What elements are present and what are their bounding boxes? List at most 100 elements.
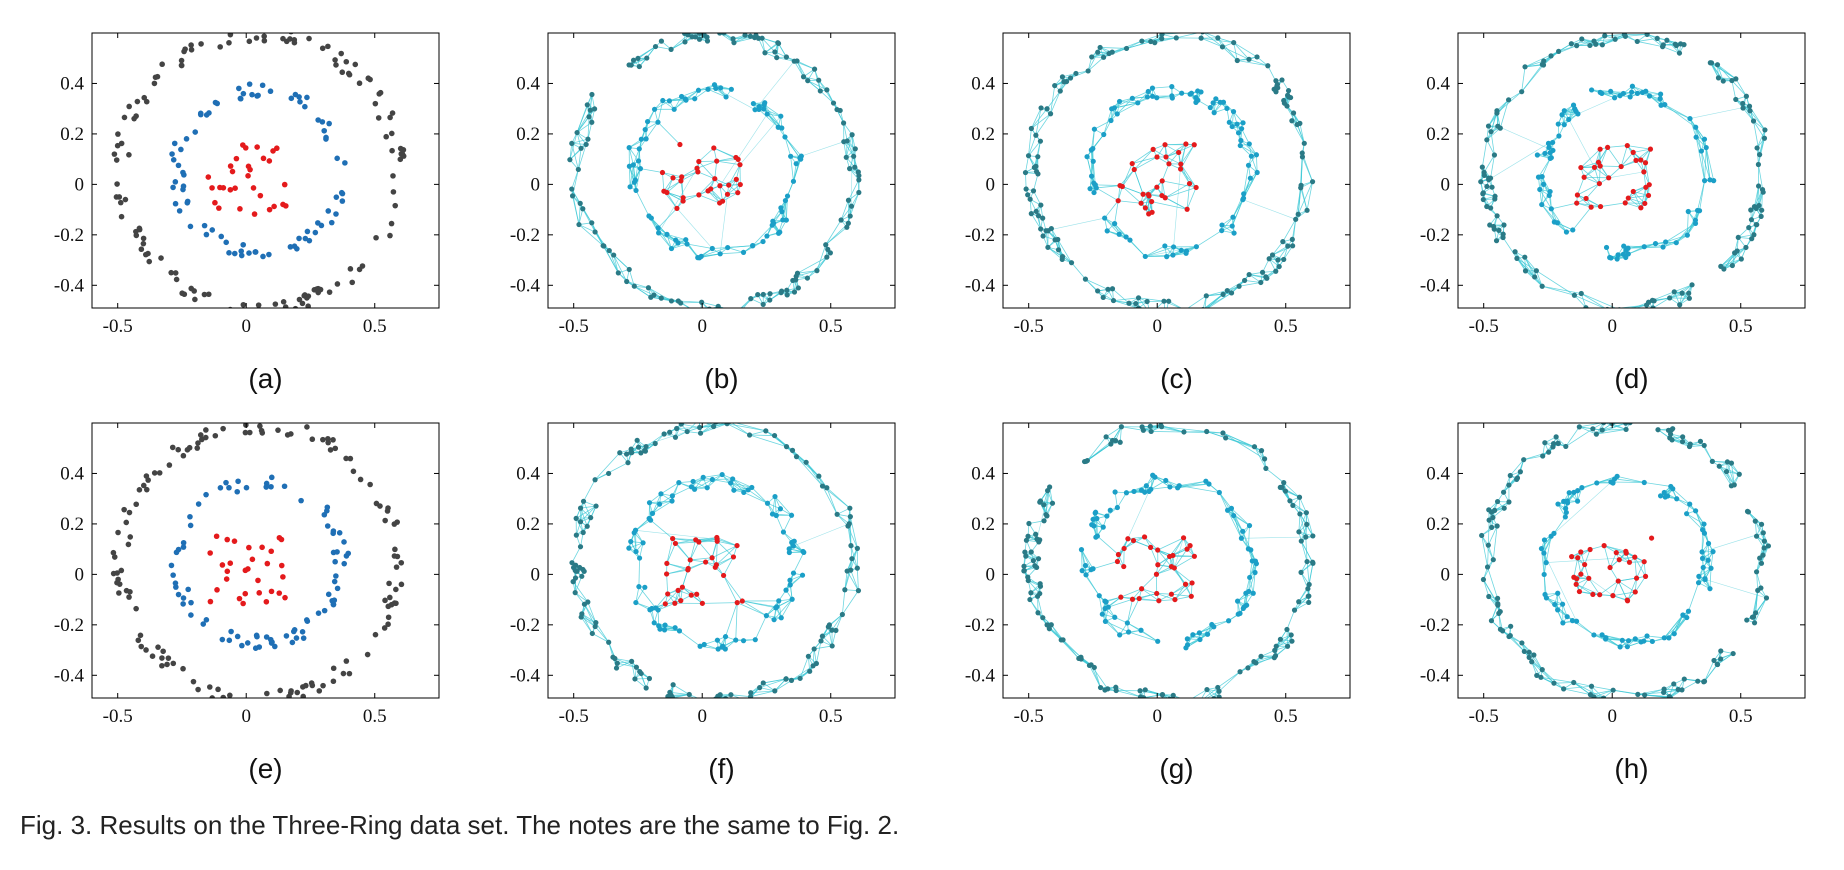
graph-edge bbox=[1045, 230, 1049, 248]
data-point-outer bbox=[1085, 68, 1091, 74]
graph-edge bbox=[1164, 144, 1179, 153]
data-point-outer bbox=[319, 45, 326, 52]
data-point-outer bbox=[1673, 42, 1680, 49]
data-point-outer bbox=[192, 296, 198, 303]
data-point-outer bbox=[1748, 207, 1754, 213]
data-point-inner bbox=[1131, 166, 1137, 173]
data-point-outer bbox=[811, 66, 818, 72]
graph-edge bbox=[1117, 492, 1127, 508]
data-point-outer bbox=[347, 455, 354, 462]
data-point-outer bbox=[1025, 192, 1031, 198]
graph-edge bbox=[1143, 426, 1162, 431]
y-tick-label: 0 bbox=[986, 174, 996, 195]
data-point-middle bbox=[749, 484, 755, 491]
graph-edge bbox=[617, 662, 637, 668]
graph-edge bbox=[1248, 58, 1268, 67]
graph-edge bbox=[816, 244, 827, 271]
data-point-outer bbox=[1729, 77, 1735, 84]
data-point-inner bbox=[1638, 205, 1644, 211]
data-point-middle bbox=[169, 151, 175, 157]
graph-edge bbox=[1233, 515, 1250, 526]
graph-edge bbox=[1619, 310, 1626, 311]
data-point-middle bbox=[750, 242, 756, 249]
data-point-outer bbox=[114, 570, 120, 576]
data-point-middle bbox=[315, 610, 322, 616]
data-point-middle bbox=[1556, 133, 1562, 139]
data-point-outer bbox=[352, 61, 359, 68]
data-point-inner bbox=[281, 181, 288, 188]
data-point-middle bbox=[323, 136, 329, 142]
graph-edge bbox=[1222, 432, 1265, 460]
data-point-inner bbox=[670, 535, 676, 542]
graph-edge bbox=[700, 702, 707, 704]
data-point-outer bbox=[670, 682, 676, 688]
data-point-middle bbox=[173, 549, 180, 556]
data-point-outer bbox=[1309, 179, 1316, 185]
graph-edge bbox=[1127, 598, 1140, 624]
data-point-middle bbox=[772, 493, 778, 500]
graph-edge bbox=[608, 250, 619, 274]
data-point-middle bbox=[1093, 185, 1099, 191]
graph-edge bbox=[1551, 202, 1577, 210]
data-point-outer bbox=[567, 157, 573, 163]
data-point-inner bbox=[1129, 160, 1135, 167]
data-point-inner bbox=[694, 591, 700, 597]
data-point-middle bbox=[1240, 120, 1246, 126]
data-point-outer bbox=[1273, 89, 1279, 95]
graph-edge bbox=[1046, 217, 1105, 231]
data-point-middle bbox=[786, 546, 792, 552]
graph-edge bbox=[843, 141, 847, 158]
graph-edge bbox=[1025, 172, 1027, 190]
graph-edge bbox=[846, 570, 859, 591]
data-point-outer bbox=[791, 289, 798, 295]
graph-edge bbox=[1625, 202, 1641, 209]
graph-edge bbox=[807, 256, 828, 279]
graph-edge bbox=[763, 108, 781, 117]
graph-edges bbox=[1025, 33, 1313, 308]
data-point-outer bbox=[330, 437, 336, 443]
data-point-outer bbox=[391, 521, 398, 527]
graph-edge bbox=[680, 171, 699, 182]
data-point-inner bbox=[1138, 200, 1144, 206]
graph-edge bbox=[1539, 189, 1552, 210]
graph-edge bbox=[634, 160, 639, 181]
data-point-middle bbox=[297, 98, 303, 105]
data-point-outer bbox=[569, 193, 576, 199]
graph-edge bbox=[1114, 491, 1118, 508]
data-point-middle bbox=[304, 618, 311, 624]
data-point-outer bbox=[1634, 38, 1640, 45]
graph-edge bbox=[576, 116, 590, 133]
data-point-outer bbox=[282, 304, 289, 308]
graph-edge bbox=[775, 515, 784, 533]
data-point-middle bbox=[1646, 93, 1653, 99]
data-point-outer bbox=[601, 243, 607, 249]
data-point-middle bbox=[192, 129, 199, 135]
data-point-outer bbox=[291, 39, 298, 46]
data-point-outer bbox=[1269, 252, 1276, 258]
graph-edge bbox=[1717, 64, 1733, 81]
data-point-outer bbox=[1756, 202, 1762, 209]
data-point-middle bbox=[252, 249, 259, 255]
graph-edge bbox=[785, 574, 803, 591]
graph-edge bbox=[1173, 164, 1182, 247]
data-point-outer bbox=[1743, 93, 1749, 99]
data-point-inner bbox=[662, 601, 668, 607]
data-point-middle bbox=[1104, 228, 1110, 234]
graph-edge bbox=[726, 423, 750, 436]
data-point-outer bbox=[1759, 207, 1765, 213]
data-point-outer bbox=[156, 470, 163, 476]
data-point-middle bbox=[1570, 227, 1576, 233]
graph-edge bbox=[1594, 167, 1600, 184]
data-point-middle bbox=[209, 227, 216, 233]
plot-frame bbox=[91, 32, 440, 309]
data-point-outer bbox=[393, 564, 400, 570]
data-point-outer bbox=[392, 202, 399, 209]
data-point-middle bbox=[741, 489, 747, 495]
graph-edge bbox=[648, 287, 672, 302]
data-point-outer bbox=[133, 605, 139, 612]
graph-edge bbox=[1584, 176, 1609, 179]
data-point-outer bbox=[816, 77, 822, 83]
data-point-outer bbox=[742, 33, 748, 38]
data-point-outer bbox=[1040, 233, 1046, 239]
data-point-outer bbox=[643, 685, 649, 691]
